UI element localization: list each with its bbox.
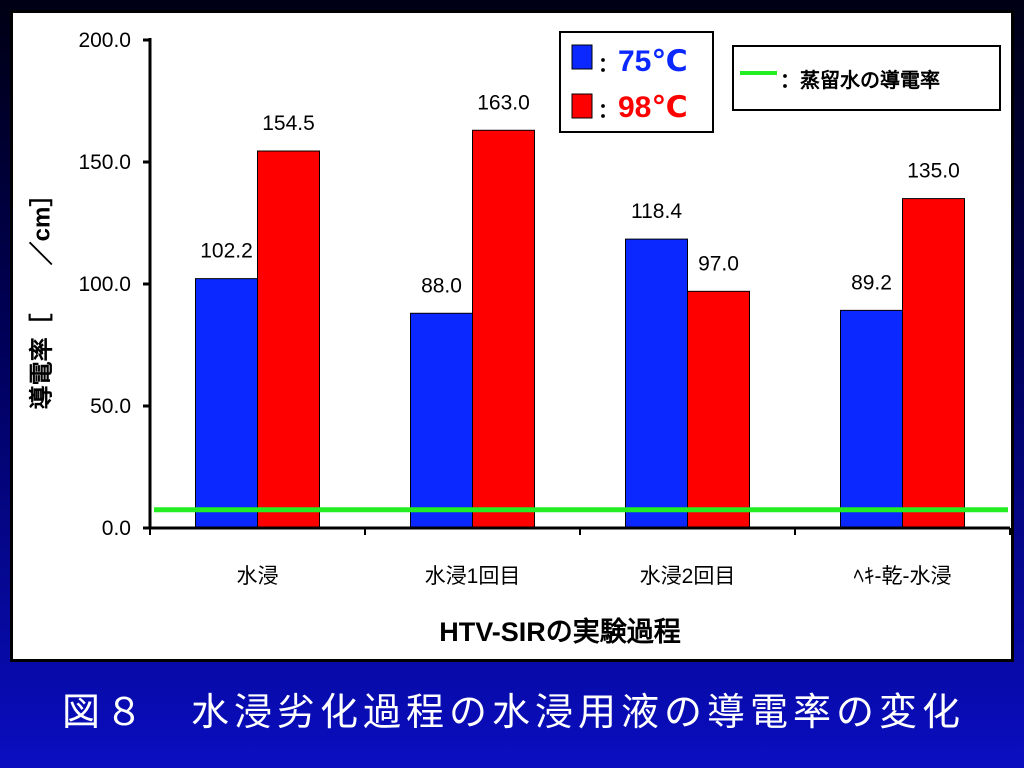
x-category-label-1: 水浸 bbox=[237, 565, 279, 588]
bar-series1-category3 bbox=[625, 238, 688, 529]
data-label-series1-category2: 88.0 bbox=[421, 274, 462, 297]
bars-group bbox=[195, 129, 965, 529]
x-ticks-group bbox=[149, 528, 1011, 535]
data-label-series2-category3: 97.0 bbox=[698, 252, 739, 275]
bar-series1-category4 bbox=[840, 309, 903, 529]
legend-temperature: ：75℃ ：98℃ bbox=[559, 31, 714, 133]
y-tick-label-1: 50.0 bbox=[90, 395, 131, 418]
legend-swatch-98c bbox=[571, 93, 593, 119]
x-axis-title: HTV-SIRの実験過程 bbox=[439, 616, 681, 647]
legend-series-name-75c: 75℃ bbox=[618, 45, 688, 78]
legend-reference-name: 蒸留水の導電率 bbox=[800, 68, 940, 92]
data-label-series1-category1: 102.2 bbox=[200, 240, 253, 263]
legend-reference-box bbox=[732, 45, 1001, 111]
y-ticks-group: 0.0 50.0 100.0 150.0 200.0 bbox=[78, 29, 150, 540]
bar-series1-category2 bbox=[410, 312, 473, 529]
bar-series2-category4 bbox=[902, 198, 965, 529]
y-tick-label-2: 100.0 bbox=[78, 273, 131, 296]
data-label-series2-category2: 163.0 bbox=[477, 91, 530, 114]
y-axis-title: 導電率［ ／cm］ bbox=[28, 183, 56, 410]
legend-label-distilled-water: ：蒸留水の導電率 bbox=[780, 68, 940, 92]
x-category-label-3: 水浸2回目 bbox=[640, 565, 736, 588]
y-tick-label-3: 150.0 bbox=[78, 151, 131, 174]
x-category-label-2: 水浸1回目 bbox=[425, 565, 521, 588]
legend-series-name-98c: 98℃ bbox=[618, 91, 688, 124]
data-label-series1-category4: 89.2 bbox=[851, 271, 892, 294]
data-label-series2-category1: 154.5 bbox=[262, 112, 315, 135]
figure-caption: 図８ 水浸劣化過程の水浸用液の導電率の変化 bbox=[62, 690, 966, 734]
legend-label-75c: ：75℃ bbox=[598, 45, 688, 78]
legend-label-98c: ：98℃ bbox=[598, 91, 688, 124]
bar-series2-category1 bbox=[257, 150, 320, 529]
data-label-series2-category4: 135.0 bbox=[907, 160, 960, 183]
legend-separator: ： bbox=[780, 70, 800, 92]
x-category-labels-group: 水浸 水浸1回目 水浸2回目 ﾍｷ-乾-水浸 bbox=[237, 565, 952, 588]
x-category-label-4: ﾍｷ-乾-水浸 bbox=[854, 565, 952, 588]
y-tick-label-0: 0.0 bbox=[102, 517, 131, 540]
legend-separator: ： bbox=[598, 54, 618, 76]
legend-swatch-75c bbox=[571, 44, 593, 70]
bar-series1-category1 bbox=[195, 278, 258, 529]
legend-separator: ： bbox=[598, 100, 618, 122]
data-labels-group: 102.2 88.0 118.4 89.2 154.5 163.0 97.0 135.0 bbox=[200, 91, 960, 297]
bar-series2-category3 bbox=[687, 290, 750, 529]
bar-series2-category2 bbox=[472, 129, 535, 529]
legend-reference: ：蒸留水の導電率 bbox=[732, 45, 1001, 111]
y-tick-label-4: 200.0 bbox=[78, 29, 131, 52]
data-label-series1-category3: 118.4 bbox=[631, 200, 682, 223]
